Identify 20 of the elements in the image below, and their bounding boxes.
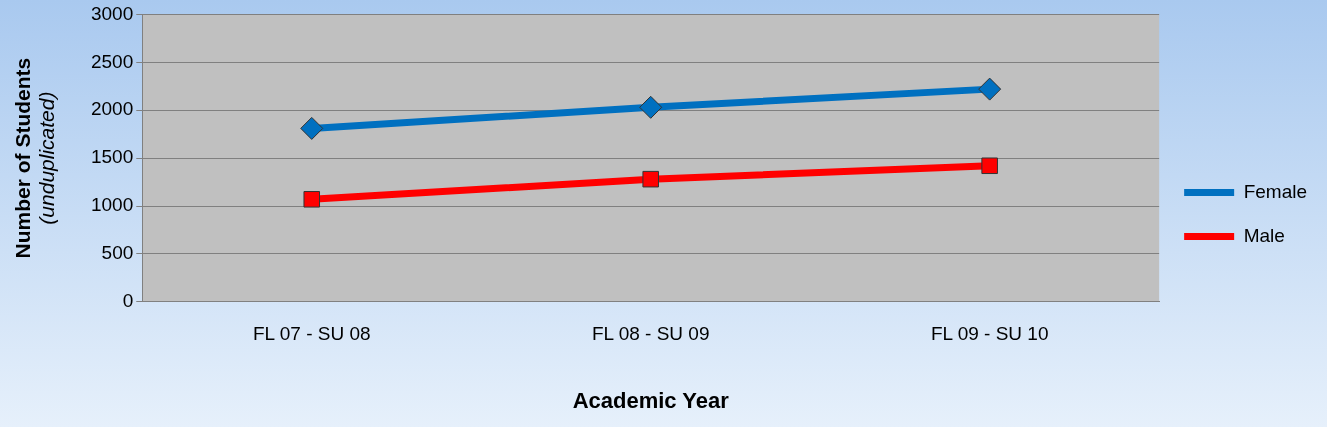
y-tick-label: 3000 xyxy=(90,2,134,24)
y-tick-label: 500 xyxy=(101,242,134,264)
x-tick-label: FL 07 - SU 08 xyxy=(252,323,371,345)
y-axis-title: Number of Students (unduplicated) xyxy=(10,57,58,259)
point xyxy=(981,157,998,175)
legend-label: Male xyxy=(1243,224,1285,246)
legend-label: Female xyxy=(1243,180,1307,202)
point xyxy=(642,170,659,188)
x-tick-label: FL 08 - SU 09 xyxy=(591,323,710,345)
y-tick-label: 2500 xyxy=(90,50,134,72)
point xyxy=(303,191,321,208)
y-tick-label: 0 xyxy=(122,290,134,312)
point xyxy=(639,95,663,119)
x-tick-label: FL 09 - SU 10 xyxy=(930,323,1049,345)
y-tick-label: 1500 xyxy=(90,146,134,168)
y-tick-label: 2000 xyxy=(90,98,134,120)
y-tick-label: 1000 xyxy=(90,194,134,216)
point xyxy=(300,116,324,140)
x-axis-title: Academic Year xyxy=(572,387,730,413)
point xyxy=(978,77,1002,101)
